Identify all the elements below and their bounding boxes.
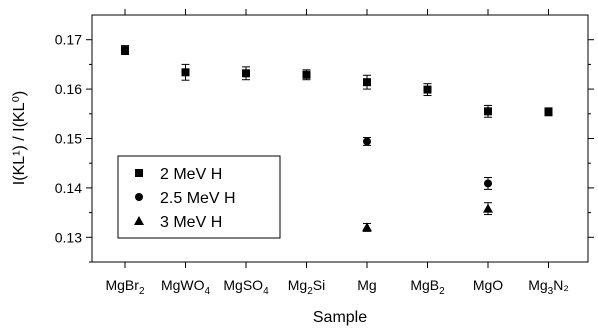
x-tick-label: MgB2: [410, 277, 445, 297]
y-tick-label: 0.14: [55, 180, 82, 196]
data-points: [121, 45, 553, 232]
data-point-square: [121, 46, 129, 55]
legend-marker-square: [135, 169, 143, 177]
x-tick-label: Mg3N₂: [528, 277, 569, 297]
y-tick-label: 0.13: [55, 229, 82, 245]
legend-marker-triangle: [134, 216, 144, 225]
legend: 2 MeV H 2.5 MeV H 3 MeV H: [117, 155, 281, 239]
legend-marker-circle: [135, 193, 143, 201]
data-point-square: [302, 70, 311, 79]
x-axis-ticks: MgBr2 MgWO4 MgSO4 Mg2Si Mg MgB2 MgO Mg3N₂: [105, 9, 569, 297]
data-point-square: [544, 107, 553, 116]
data-point-circle: [363, 137, 371, 146]
y-tick-label: 0.15: [55, 131, 82, 147]
legend-box: [117, 155, 281, 239]
data-point-triangle: [362, 222, 372, 232]
x-tick-label: Mg: [357, 277, 376, 293]
y-tick-label: 0.17: [55, 32, 82, 48]
data-point-square: [181, 68, 190, 77]
x-tick-label: MgSO4: [223, 277, 269, 297]
x-tick-label: MgWO4: [161, 277, 211, 297]
x-tick-label: Mg2Si: [288, 277, 325, 297]
y-axis-ticks: 0.13 0.14 0.15 0.16 0.17: [55, 32, 594, 263]
data-point-square: [363, 78, 371, 87]
y-tick-label: 0.16: [55, 81, 82, 97]
data-point-circle: [484, 179, 492, 188]
y-axis-title: I(KL¹) / I(KL⁰): [11, 91, 28, 185]
x-tick-label: MgBr2: [105, 277, 144, 297]
legend-label: 2 MeV H: [160, 166, 222, 183]
data-point-square: [242, 69, 250, 78]
data-point-triangle: [483, 203, 493, 213]
legend-label: 3 MeV H: [160, 214, 222, 231]
x-axis-title: Sample: [313, 309, 367, 326]
legend-label: 2.5 MeV H: [160, 190, 236, 207]
data-point-square: [423, 85, 432, 94]
x-tick-label: MgO: [473, 277, 503, 293]
data-point-square: [484, 107, 492, 116]
